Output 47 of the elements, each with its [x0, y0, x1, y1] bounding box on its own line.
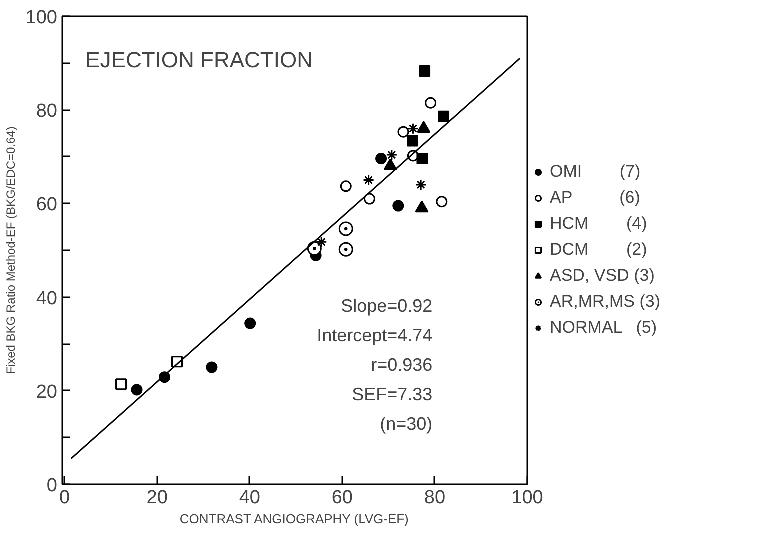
point: [116, 378, 128, 390]
point: [386, 149, 398, 161]
y-tick-label: 100: [26, 8, 58, 28]
legend-label: ASD, VSD (3): [550, 266, 655, 286]
point: [363, 174, 375, 186]
point: [338, 222, 354, 236]
x-tick-label: 20: [146, 488, 168, 508]
point: [131, 384, 143, 396]
point: [376, 153, 388, 165]
point: [206, 362, 218, 374]
legend-label: DCM (2): [550, 240, 648, 260]
y-tick-label: 40: [36, 288, 58, 310]
annotation: r=0.936: [371, 354, 433, 375]
point: [416, 153, 428, 165]
y-tick-label: 80: [36, 101, 58, 122]
point: [364, 193, 376, 205]
text: EJECTION FRACTION: [86, 48, 313, 73]
point: [407, 123, 419, 135]
x-tick-label: 100: [512, 488, 544, 508]
point: [407, 135, 419, 147]
legend-label: HCM (4): [550, 214, 648, 234]
point: [438, 110, 450, 122]
x-axis-title: CONTRAST ANGIOGRAPHY (LVG-EF): [180, 512, 409, 526]
y-tick-label: 20: [36, 382, 58, 403]
annotation: Slope=0.92: [341, 296, 433, 316]
point: [436, 196, 448, 208]
y-tick-label: 60: [36, 194, 58, 216]
point: [415, 179, 427, 191]
legend-label: AR,MR,MS (3): [550, 292, 660, 312]
point: [338, 242, 354, 257]
annotation: Intercept=4.74: [317, 326, 433, 346]
point: [316, 236, 328, 248]
point: [398, 126, 410, 138]
y-axis-title: Fixed BKG Ratio Method-EF (BKG/EDC=0.64): [4, 126, 18, 374]
annotation: SEF=7.33: [352, 384, 433, 404]
point: [340, 180, 352, 192]
point: [419, 66, 431, 78]
point: [244, 318, 256, 330]
x-tick-label: 80: [424, 488, 446, 508]
x-tick-label: 60: [332, 488, 353, 508]
legend-label: OMI (7): [550, 162, 641, 182]
annotation: (n=30): [380, 414, 433, 434]
point: [392, 200, 404, 212]
legend-label: NORMAL (5): [550, 318, 658, 338]
legend-label: AP (6): [550, 188, 640, 208]
x-tick-label: 40: [239, 488, 260, 508]
point: [425, 97, 437, 109]
